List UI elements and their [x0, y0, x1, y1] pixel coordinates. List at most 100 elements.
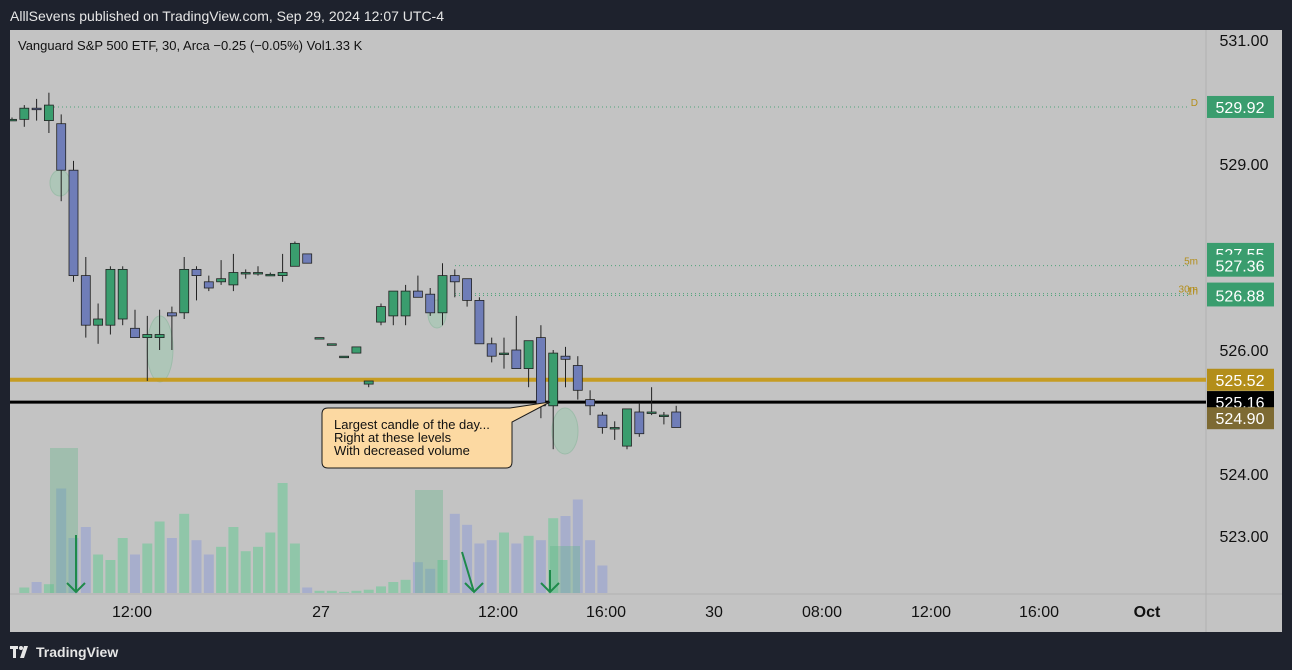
- candle-body: [597, 414, 608, 428]
- candle-body: [499, 352, 509, 356]
- y-tick-label: 524.00: [1220, 467, 1269, 484]
- candle-body: [93, 318, 103, 326]
- volume-layer: [19, 483, 608, 593]
- candle-body: [117, 268, 128, 320]
- volume-bar: [166, 538, 177, 593]
- y-tick-label: 531.00: [1220, 33, 1269, 50]
- volume-bar: [240, 551, 251, 593]
- candle-body: [105, 268, 116, 326]
- candle-body: [474, 299, 485, 345]
- candle-body: [609, 427, 620, 430]
- volume-bar: [585, 540, 596, 593]
- candle-body: [388, 290, 399, 317]
- price-label-text: 525.52: [1216, 373, 1265, 390]
- candle-body: [228, 272, 239, 286]
- volume-bar: [363, 589, 374, 593]
- candle-body: [302, 253, 313, 264]
- x-tick-label: 12:00: [478, 604, 518, 621]
- volume-bar: [412, 562, 423, 593]
- volume-bar: [523, 535, 534, 593]
- volume-bar: [277, 483, 288, 593]
- candle-body: [154, 334, 165, 338]
- candle-body: [400, 290, 411, 317]
- candle-body: [314, 337, 325, 340]
- volume-bar: [31, 582, 42, 593]
- price-label-text: 529.92: [1216, 100, 1265, 117]
- volume-bar: [548, 518, 559, 593]
- volume-highlight-box: [550, 546, 580, 593]
- candle-body: [449, 275, 460, 283]
- tradingview-logo-icon: [10, 646, 28, 658]
- candle-body: [179, 268, 190, 314]
- candle-body: [548, 352, 559, 407]
- volume-bar: [93, 554, 104, 593]
- wick-highlight-ellipse: [49, 169, 71, 197]
- volume-bar: [339, 591, 350, 593]
- candle-body: [240, 272, 251, 275]
- candle-layer: [10, 92, 682, 450]
- price-label-box: [1207, 407, 1274, 430]
- volume-bar: [400, 579, 411, 593]
- arrow-head-icon: [464, 582, 484, 594]
- wick-highlight-ellipse: [551, 407, 579, 455]
- candle-body: [142, 334, 153, 338]
- candle-body: [671, 411, 682, 428]
- price-label-box: [1207, 284, 1274, 307]
- x-axis-ticks: 12:00 27 12:00 16:00 30 08:00 12:00 16:00 Oct: [112, 604, 1161, 621]
- annotation-callout: Largest candle of the day... Right at th…: [321, 401, 551, 469]
- volume-bar: [43, 584, 54, 593]
- volume-bar: [56, 488, 67, 593]
- volume-highlight-box: [50, 448, 78, 593]
- x-tick-label: 12:00: [112, 604, 152, 621]
- volume-bar: [191, 540, 202, 593]
- candle-body: [289, 242, 300, 267]
- y-tick-label: 523.00: [1220, 529, 1269, 546]
- callout-bubble: [321, 401, 551, 469]
- volume-bar: [289, 543, 300, 593]
- price-label-text: 526.88: [1216, 288, 1265, 305]
- candle-body: [646, 411, 657, 414]
- candle-body: [44, 104, 54, 121]
- volume-bar: [326, 590, 337, 593]
- price-label-box: [1207, 95, 1274, 118]
- highlight-layer: [49, 169, 580, 594]
- candle-body: [351, 346, 362, 354]
- price-label-text: 524.90: [1216, 411, 1265, 428]
- volume-bar: [314, 590, 325, 593]
- publisher-bar: AlllSevens published on TradingView.com,…: [0, 0, 1292, 30]
- x-tick-label: 16:00: [586, 604, 626, 621]
- candle-body: [80, 275, 91, 326]
- level-tag: 5m: [1184, 257, 1198, 268]
- footer-brand: TradingView: [36, 644, 119, 660]
- volume-bar: [572, 499, 583, 593]
- candle-body: [634, 411, 645, 435]
- candle-body: [203, 281, 214, 289]
- callout-line-2: Right at these levels: [334, 430, 452, 445]
- volume-bar: [216, 546, 227, 593]
- volume-bar: [376, 586, 386, 593]
- volume-bar: [142, 543, 153, 593]
- candle-body: [265, 273, 276, 277]
- candle-body: [326, 343, 337, 346]
- arrow-head-icon: [540, 582, 560, 594]
- volume-bar: [105, 560, 116, 593]
- y-axis-ticks: 531.00 529.00 526.00 524.00 523.00: [1220, 33, 1269, 546]
- price-labels: 529.92527.55527.36526.91526.88525.52525.…: [1207, 95, 1274, 430]
- candle-body: [376, 306, 386, 323]
- publisher-line: AlllSevens published on TradingView.com,…: [10, 8, 445, 24]
- candle-body: [560, 355, 571, 360]
- candle-body: [486, 343, 497, 357]
- level-tag: 30m: [1179, 285, 1198, 296]
- candle-body: [462, 278, 473, 301]
- volume-bar: [179, 513, 190, 593]
- candle-body: [536, 337, 546, 407]
- candle-body: [363, 380, 374, 385]
- x-tick-label: 12:00: [911, 604, 951, 621]
- candle-body: [191, 268, 202, 276]
- candle-body: [425, 293, 436, 314]
- price-label-box: [1207, 254, 1274, 277]
- candle-body: [585, 399, 595, 407]
- volume-bar: [474, 543, 485, 593]
